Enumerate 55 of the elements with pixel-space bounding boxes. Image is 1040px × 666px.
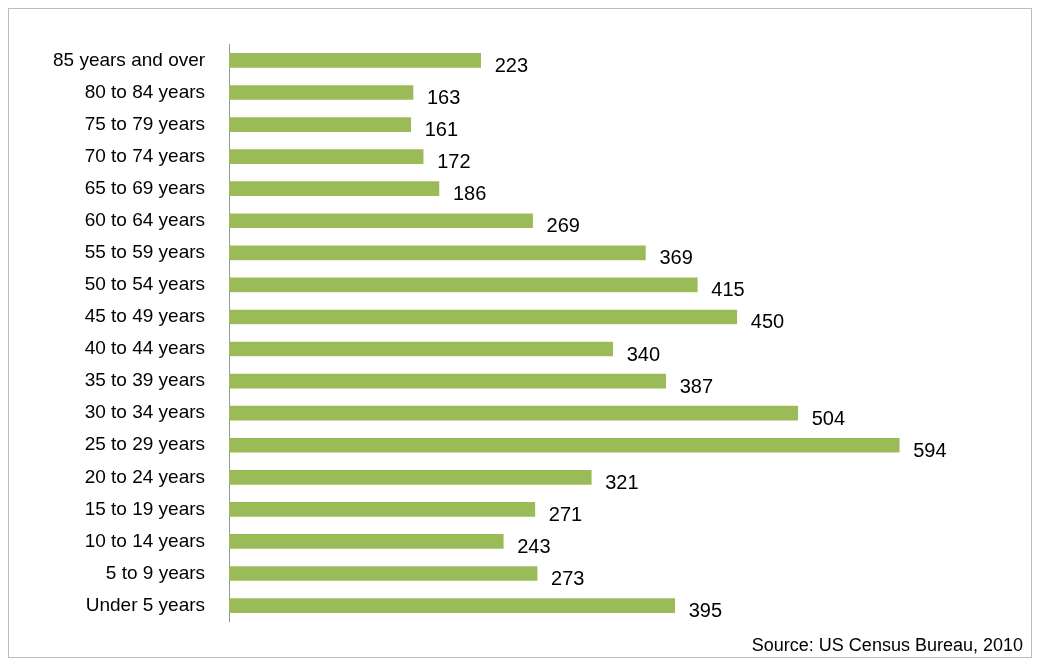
- data-label: 340: [626, 342, 661, 365]
- y-tick-label: 45 to 49 years: [84, 305, 206, 327]
- y-tick-label: 85 years and over: [53, 48, 206, 70]
- y-tick-label: Under 5 years: [85, 593, 206, 615]
- data-label: 186: [452, 182, 487, 205]
- y-tick-label: 15 to 19 years: [84, 497, 206, 519]
- bar: [229, 149, 424, 164]
- y-tick-label: 35 to 39 years: [84, 369, 206, 391]
- data-label: 161: [424, 118, 459, 141]
- data-label: 223: [494, 53, 529, 76]
- data-label: 271: [548, 502, 583, 525]
- bar: [229, 117, 412, 132]
- y-tick-label: 5 to 9 years: [105, 561, 206, 583]
- bar: [229, 53, 482, 68]
- bar: [229, 405, 799, 421]
- y-tick-label: 60 to 64 years: [84, 209, 206, 230]
- data-label: 415: [711, 278, 745, 301]
- data-label: 269: [546, 214, 580, 237]
- bar: [229, 437, 900, 453]
- y-tick-label: 30 to 34 years: [84, 401, 206, 423]
- bar: [229, 277, 698, 293]
- y-tick-label: 50 to 54 years: [84, 273, 206, 295]
- bar: [229, 566, 538, 581]
- data-label: 369: [659, 246, 693, 269]
- y-tick-label: 40 to 44 years: [84, 337, 206, 359]
- y-tick-label: 80 to 84 years: [84, 80, 206, 102]
- y-tick-label: 75 to 79 years: [84, 112, 206, 134]
- data-label: 594: [913, 438, 947, 461]
- bar: [229, 373, 667, 389]
- bar: [229, 181, 440, 197]
- y-tick-label: 20 to 24 years: [84, 465, 206, 487]
- y-tick-label: 70 to 74 years: [84, 144, 206, 166]
- y-tick-label: 65 to 69 years: [84, 176, 206, 198]
- bar: [229, 502, 536, 517]
- y-tick-label: 55 to 59 years: [84, 241, 206, 263]
- y-tick-label: 25 to 29 years: [84, 433, 206, 455]
- data-label: 243: [517, 534, 551, 557]
- data-label: 273: [551, 567, 585, 590]
- data-label: 450: [750, 310, 785, 333]
- bar: [229, 534, 504, 549]
- bar: [229, 469, 592, 485]
- y-tick-label: 10 to 14 years: [84, 529, 206, 551]
- data-label: 504: [811, 406, 846, 429]
- data-label: 321: [605, 470, 639, 493]
- data-label: 395: [688, 599, 723, 622]
- bar: [229, 598, 676, 613]
- bar: [229, 85, 414, 100]
- source-note: Source: US Census Bureau, 2010: [751, 634, 1023, 655]
- data-label: 163: [426, 86, 461, 109]
- bar: [229, 341, 613, 357]
- bar: [229, 213, 533, 229]
- bar: [229, 245, 646, 261]
- data-label: 387: [679, 374, 714, 397]
- data-label: 172: [437, 150, 471, 173]
- bar: [229, 309, 738, 325]
